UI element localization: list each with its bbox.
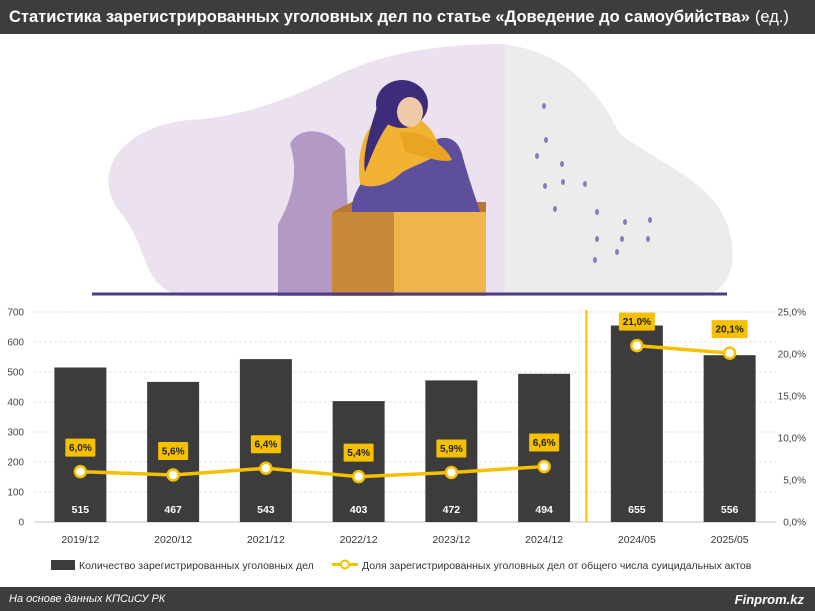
- line-series: 6,0% 5,6% 6,4% 5,4% 5,9% 6,6% 21,0% 20,1%: [65, 312, 748, 484]
- line-value-label: 5,4%: [347, 448, 370, 459]
- line-value-label: 21,0%: [623, 317, 651, 328]
- x-axis-tick-label: 2020/12: [154, 534, 192, 546]
- right-axis-tick-label: 20,0%: [778, 350, 806, 361]
- line-value-label: 5,6%: [162, 446, 185, 457]
- right-axis-tick-label: 10,0%: [778, 434, 806, 445]
- footer-bar: На основе данных КПСиСУ РК Finprom.kz: [0, 587, 815, 611]
- bar-value-label: 515: [72, 504, 90, 516]
- line-value-label: 6,6%: [533, 438, 556, 449]
- line-label-background: [618, 312, 655, 331]
- brand-logo-text: Finprom.kz: [734, 591, 804, 607]
- x-axis: 2019/12 2020/12 2021/12 2022/12 2023/12 2024/…: [61, 534, 748, 546]
- line-label-background: [436, 439, 467, 458]
- legend-swatch-marker: [340, 559, 350, 570]
- right-axis: 0,0% 5,0% 10,0% 15,0% 20,0% 25,0%: [778, 308, 806, 529]
- bar-value-label: 494: [535, 504, 553, 516]
- chart-gridlines: [34, 311, 776, 523]
- line-label-background: [65, 438, 96, 457]
- line-point: [259, 461, 273, 475]
- legend-label-bar: Количество зарегистрированных уголовных …: [79, 560, 314, 572]
- illustration-box-right: [394, 212, 486, 296]
- line-point: [73, 464, 88, 479]
- x-axis-tick-label: 2023/12: [432, 534, 470, 546]
- bar: [610, 325, 663, 522]
- line-point: [630, 338, 644, 353]
- chart-unit: (ед.): [754, 7, 789, 26]
- line-label-background: [343, 443, 374, 462]
- legend-label-line: Доля зарегистрированных уголовных дел от…: [362, 560, 752, 572]
- line-point: [166, 468, 180, 482]
- right-axis-tick-label: 0,0%: [783, 518, 806, 529]
- bar: [703, 355, 756, 522]
- right-axis-tick-label: 5,0%: [783, 476, 806, 487]
- illustration-arm: [400, 131, 452, 161]
- line-point: [444, 465, 459, 480]
- legend: Количество зарегистрированных уголовных …: [51, 559, 752, 572]
- bar-value-label: 543: [257, 504, 275, 516]
- x-axis-tick-label: 2019/12: [61, 534, 99, 546]
- illustration-face: [397, 97, 423, 127]
- bar-value-label: 556: [721, 504, 739, 516]
- left-axis: 0 100 200 300 400 500 600 700: [7, 308, 24, 529]
- line-label-background: [158, 441, 189, 460]
- header-bar: Статистика зарегистрированных уголовных …: [0, 0, 815, 34]
- left-axis-tick-label: 400: [7, 398, 24, 409]
- line-label-background: [250, 435, 281, 454]
- line-value-label: 20,1%: [715, 325, 743, 336]
- line-label-background: [711, 320, 748, 339]
- x-axis-tick-label: 2025/05: [711, 534, 749, 546]
- x-axis-tick-label: 2021/12: [247, 534, 285, 546]
- line-segment: [80, 464, 545, 479]
- bar-value-label: 472: [443, 504, 461, 516]
- x-axis-tick-label: 2024/12: [525, 534, 563, 546]
- source-note: На основе данных КПСиСУ РК: [9, 593, 166, 605]
- chart-title: Статистика зарегистрированных уголовных …: [9, 7, 750, 26]
- line-value-label: 6,0%: [69, 443, 92, 454]
- line-label-background: [529, 433, 560, 452]
- x-axis-tick-label: 2024/05: [618, 534, 656, 546]
- legend-swatch-bar: [51, 560, 75, 570]
- combo-chart: 0 100 200 300 400 500 600 700 0,0% 5,0% 10,0% 15,0…: [7, 308, 806, 573]
- left-axis-tick-label: 200: [7, 458, 24, 469]
- line-value-label: 5,9%: [440, 444, 463, 455]
- line-point: [537, 459, 551, 474]
- left-axis-tick-label: 300: [7, 428, 24, 439]
- left-axis-tick-label: 700: [7, 308, 24, 319]
- illustration-sad-person: [92, 44, 733, 296]
- bar-value-label: 655: [628, 504, 646, 516]
- line-segment: [636, 343, 730, 355]
- left-axis-tick-label: 500: [7, 368, 24, 379]
- right-axis-tick-label: 25,0%: [778, 308, 806, 319]
- illustration-raindrops: [535, 103, 652, 263]
- left-axis-tick-label: 100: [7, 488, 24, 499]
- illustration-box-left: [332, 212, 394, 296]
- line-point: [722, 346, 737, 360]
- bar-value-label: 403: [350, 504, 368, 516]
- bar-series: 515 467 543 403 472 494 655 556: [54, 325, 756, 522]
- line-point: [351, 469, 366, 484]
- x-axis-tick-label: 2022/12: [340, 534, 378, 546]
- illustration-rain-blob: [505, 44, 733, 296]
- illustration-hair-flow: [364, 104, 390, 172]
- left-axis-tick-label: 600: [7, 338, 24, 349]
- bar-value-label: 467: [164, 504, 182, 516]
- right-axis-tick-label: 15,0%: [778, 392, 806, 403]
- left-axis-tick-label: 0: [18, 518, 24, 529]
- line-value-label: 6,4%: [254, 440, 277, 451]
